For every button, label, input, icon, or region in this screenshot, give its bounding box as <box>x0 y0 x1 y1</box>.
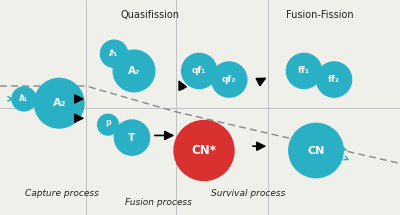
Ellipse shape <box>212 62 247 97</box>
Text: Fusion-Fission: Fusion-Fission <box>286 10 354 20</box>
Ellipse shape <box>289 123 343 178</box>
Ellipse shape <box>12 87 36 111</box>
Ellipse shape <box>113 50 155 92</box>
Ellipse shape <box>100 40 128 67</box>
Ellipse shape <box>34 78 84 128</box>
Text: ff₂: ff₂ <box>328 75 340 84</box>
Text: A₁: A₁ <box>109 49 119 58</box>
Text: T: T <box>128 133 136 143</box>
Text: Capture process: Capture process <box>25 189 99 198</box>
Text: Survival process: Survival process <box>211 189 285 198</box>
Ellipse shape <box>286 53 322 89</box>
Text: Fusion process: Fusion process <box>124 198 192 207</box>
Text: A₁: A₁ <box>19 94 29 103</box>
Text: A₂: A₂ <box>52 98 66 108</box>
Text: CN*: CN* <box>192 144 216 157</box>
Text: ff₁: ff₁ <box>298 66 310 75</box>
Ellipse shape <box>114 120 150 155</box>
Ellipse shape <box>316 62 352 97</box>
Ellipse shape <box>98 114 118 135</box>
Text: qf₂: qf₂ <box>222 75 236 84</box>
Text: P: P <box>105 120 111 129</box>
Text: qf₁: qf₁ <box>192 66 206 75</box>
Ellipse shape <box>182 53 217 89</box>
Ellipse shape <box>174 120 234 181</box>
Text: Quasifission: Quasifission <box>120 10 180 20</box>
Text: A₂: A₂ <box>128 66 140 76</box>
Text: CN: CN <box>307 146 325 155</box>
